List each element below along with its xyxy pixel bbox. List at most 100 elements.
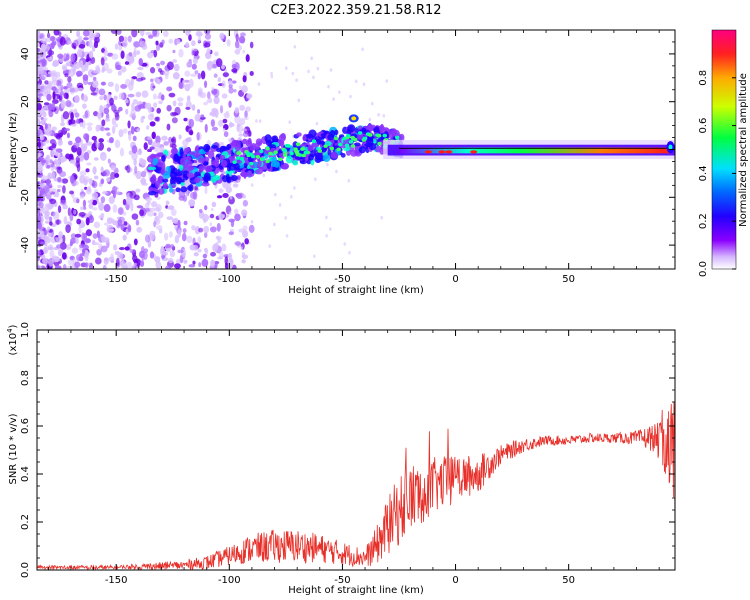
ridge-peak bbox=[295, 142, 301, 146]
noise-speckle bbox=[80, 222, 86, 228]
noise-speckle bbox=[241, 251, 246, 257]
noise-speckle bbox=[51, 126, 58, 131]
noise-speckle bbox=[53, 159, 60, 165]
noise-speckle bbox=[37, 83, 41, 92]
ridge-blob bbox=[147, 166, 157, 171]
noise-speckle bbox=[43, 104, 47, 110]
noise-speckle bbox=[47, 203, 54, 209]
snr-ytick-label: 0.2 bbox=[20, 514, 31, 530]
noise-speckle bbox=[231, 80, 237, 84]
noise-speckle bbox=[238, 133, 244, 137]
noise-speckle bbox=[37, 51, 40, 60]
noise-speckle bbox=[209, 226, 217, 233]
noise-speckle bbox=[92, 233, 98, 239]
noise-speckle bbox=[85, 58, 90, 63]
noise-speckle bbox=[40, 37, 48, 44]
noise-speckle bbox=[221, 80, 226, 89]
noise-speckle bbox=[206, 60, 214, 70]
noise-speckle bbox=[44, 80, 49, 85]
noise-speckle bbox=[147, 210, 154, 217]
noise-speckle bbox=[198, 208, 203, 214]
noise-speckle bbox=[168, 92, 176, 98]
noise-speckle bbox=[139, 30, 145, 37]
noise-speckle bbox=[51, 102, 56, 111]
ridge-blob bbox=[162, 172, 171, 179]
ridge-peak bbox=[300, 147, 305, 151]
colorbar-tick-label: 0.6 bbox=[698, 118, 709, 134]
ridge-peak bbox=[265, 159, 270, 164]
noise-speckle bbox=[92, 76, 97, 81]
ridge-blob bbox=[278, 153, 284, 157]
noise-speckle bbox=[234, 241, 242, 246]
noise-speckle bbox=[169, 250, 176, 258]
noise-speckle bbox=[37, 37, 41, 42]
noise-speckle bbox=[95, 141, 100, 149]
ridge-blob bbox=[169, 187, 174, 193]
ridge-blob bbox=[205, 165, 213, 173]
noise-speckle bbox=[160, 60, 166, 66]
noise-speckle bbox=[149, 251, 155, 259]
noise-speckle bbox=[238, 228, 245, 233]
noise-speckle bbox=[186, 235, 193, 244]
noise-speckle bbox=[189, 130, 194, 136]
ridge-blob bbox=[233, 163, 240, 171]
noise-speckle bbox=[171, 117, 178, 124]
noise-speckle bbox=[166, 61, 174, 70]
noise-speckle bbox=[236, 194, 243, 200]
noise-speckle bbox=[103, 204, 111, 213]
noise-speckle bbox=[112, 191, 116, 199]
noise-speckle bbox=[127, 120, 131, 129]
noise-speckle bbox=[49, 221, 53, 226]
noise-speckle bbox=[239, 104, 246, 111]
ridge-peak bbox=[282, 148, 288, 153]
ridge-blob bbox=[148, 190, 157, 196]
noise-speckle bbox=[150, 201, 158, 208]
noise-speckle bbox=[79, 174, 85, 184]
noise-speckle bbox=[118, 106, 123, 112]
noise-speckle bbox=[244, 110, 248, 118]
ridge-peak bbox=[236, 156, 241, 160]
noise-speckle bbox=[78, 225, 82, 234]
ridge-peak bbox=[282, 153, 288, 157]
noise-speckle bbox=[85, 229, 93, 237]
spectrogram-xtick-label: -50 bbox=[334, 274, 350, 285]
noise-speckle bbox=[103, 94, 108, 101]
ridge-blob bbox=[148, 186, 153, 192]
noise-speckle bbox=[62, 185, 66, 194]
noise-speckle bbox=[161, 39, 165, 45]
noise-speckle bbox=[245, 106, 251, 112]
noise-speckle bbox=[102, 264, 107, 269]
noise-speckle bbox=[183, 117, 188, 122]
noise-speckle bbox=[83, 133, 90, 140]
noise-speckle bbox=[228, 196, 235, 205]
ridge-blob bbox=[161, 161, 166, 171]
ridge-peak bbox=[338, 142, 343, 147]
noise-speckle bbox=[156, 63, 161, 67]
noise-speckle bbox=[195, 30, 203, 37]
noise-speckle bbox=[106, 147, 112, 152]
noise-speckle bbox=[150, 207, 157, 212]
noise-speckle bbox=[149, 230, 156, 236]
noise-speckle bbox=[37, 93, 44, 97]
spectrogram-xtick-label: 0 bbox=[452, 274, 458, 285]
noise-speckle bbox=[209, 112, 214, 116]
noise-speckle bbox=[149, 146, 155, 150]
noise-speckle bbox=[193, 252, 199, 257]
ridge-blob bbox=[198, 157, 205, 164]
noise-speckle bbox=[111, 125, 116, 135]
noise-speckle bbox=[216, 222, 221, 232]
noise-speckle bbox=[228, 211, 232, 215]
noise-speckle bbox=[112, 220, 119, 226]
ridge-peak bbox=[377, 141, 382, 146]
noise-speckle bbox=[60, 249, 64, 254]
noise-speckle bbox=[204, 30, 211, 35]
ridge-blob bbox=[152, 158, 159, 166]
noise-speckle bbox=[215, 58, 223, 68]
noise-speckle bbox=[79, 194, 85, 199]
snr-xlabel: Height of straight line (km) bbox=[288, 585, 424, 596]
noise-speckle bbox=[349, 94, 352, 99]
noise-speckle bbox=[59, 199, 67, 206]
noise-speckle bbox=[88, 202, 94, 210]
noise-speckle bbox=[329, 227, 332, 231]
